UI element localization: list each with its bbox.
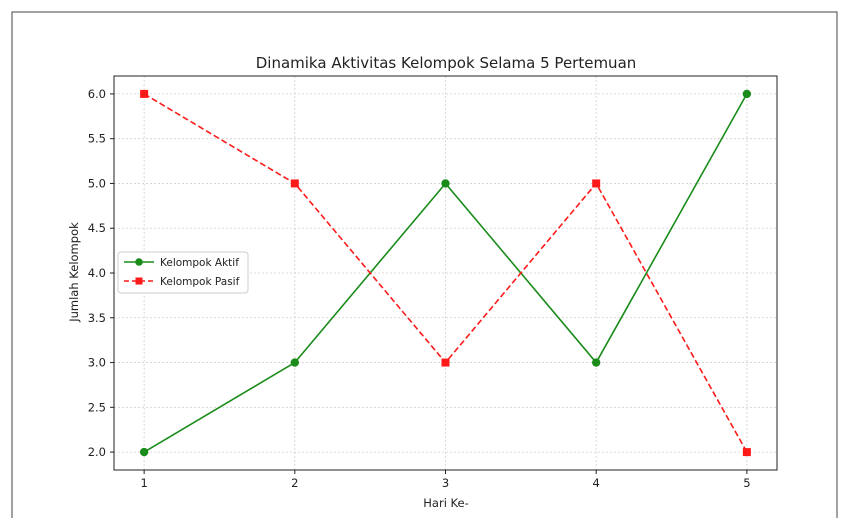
data-point-kelompok-pasif: [441, 358, 450, 367]
figure-border: [11, 11, 838, 522]
y-tick-label: 4.0: [88, 266, 106, 280]
y-tick-label: 5.0: [88, 176, 106, 190]
y-tick-label: 3.5: [88, 311, 106, 325]
legend-marker-pasif: [135, 277, 143, 285]
y-tick-label: 2.5: [88, 400, 106, 414]
data-point-kelompok-aktif: [290, 358, 300, 367]
y-tick-label: 3.0: [88, 356, 106, 370]
chart-title: Dinamika Aktivitas Kelompok Selama 5 Per…: [256, 54, 637, 72]
legend-marker-aktif: [135, 258, 143, 266]
series-kelompok-aktif: [139, 89, 752, 457]
legend: Kelompok Aktif Kelompok Pasif: [117, 251, 249, 294]
y-tick-label: 6.0: [88, 87, 106, 101]
data-point-kelompok-pasif: [742, 448, 751, 457]
data-point-kelompok-aktif: [139, 447, 149, 457]
x-tick-label: 5: [743, 476, 750, 490]
legend-label-pasif: Kelompok Pasif: [160, 276, 240, 288]
series-layer: [139, 89, 752, 457]
data-point-kelompok-aktif: [441, 179, 450, 188]
data-point-kelompok-pasif: [140, 89, 149, 98]
x-tick-label: 1: [140, 476, 147, 490]
data-point-kelompok-pasif: [290, 179, 299, 188]
legend-item-kelompok-pasif: Kelompok Pasif: [124, 276, 240, 288]
y-tick-label: 2.0: [88, 445, 106, 459]
x-axis-label: Hari Ke-: [423, 496, 468, 510]
y-tick-label: 5.5: [88, 132, 106, 146]
y-axis-label: Jumlah Kelompok: [67, 222, 81, 323]
legend-item-kelompok-aktif: Kelompok Aktif: [124, 257, 239, 269]
x-tick-label: 3: [442, 476, 449, 490]
y-tick-label: 4.5: [88, 221, 106, 235]
x-tick-label: 4: [593, 476, 600, 490]
x-tick-label: 2: [291, 476, 298, 490]
data-point-kelompok-aktif: [742, 89, 752, 99]
data-point-kelompok-aktif: [591, 358, 601, 367]
series-kelompok-pasif: [140, 89, 751, 457]
x-axis: 1 2 3 4 5: [140, 470, 751, 490]
data-point-kelompok-pasif: [592, 179, 601, 188]
y-axis: 2.0 2.5 3.0 3.5 4.0 4.5 5.0 5.5 6.0: [88, 87, 114, 459]
legend-label-aktif: Kelompok Aktif: [160, 257, 239, 269]
